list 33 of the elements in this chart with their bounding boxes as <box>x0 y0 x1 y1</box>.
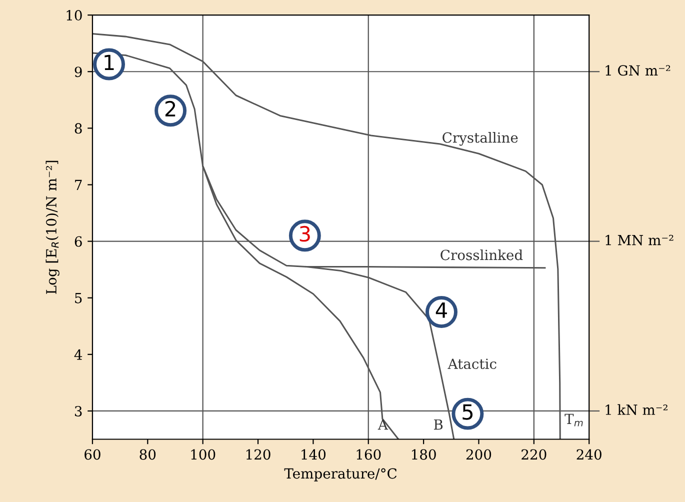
series-label: Crystalline <box>442 132 518 146</box>
x-tick-label: 80 <box>140 449 156 460</box>
y-tick-label: 7 <box>75 180 82 190</box>
annotation: 4 <box>436 302 447 318</box>
x-tick-label: 160 <box>356 449 381 460</box>
series-label: B <box>434 419 443 430</box>
ref-line-label: 1 kN m⁻² <box>606 404 668 415</box>
x-tick-label: 100 <box>191 449 216 460</box>
y-tick-label: 9 <box>74 66 82 78</box>
x-tick-label: 220 <box>522 449 546 460</box>
series-label: Crosslinked <box>440 249 523 260</box>
annotation: 3 <box>300 226 310 242</box>
x-tick-label: 120 <box>246 449 270 460</box>
annotation: Atactic <box>448 358 496 370</box>
annotation: 5 <box>462 404 473 420</box>
x-tick-label: 200 <box>466 449 492 460</box>
y-tick-label: 4 <box>74 349 82 360</box>
y-tick-label: 8 <box>74 123 82 134</box>
ref-line-label: 1 MN m⁻² <box>606 234 674 246</box>
annotation: 2 <box>165 100 176 116</box>
annotation: T$_{m}$ <box>564 414 583 426</box>
y-tick-label: 3 <box>74 406 82 416</box>
x-axis-title: Temperature/°C <box>284 468 397 482</box>
x-tick-label: 240 <box>576 449 602 460</box>
ref-line-label: 1 GN m⁻² <box>606 65 670 76</box>
annotation: 1 <box>104 54 114 70</box>
x-tick-label: 60 <box>84 449 100 460</box>
y-axis-title: Log [E$_{R}$(10)/N m⁻²] <box>46 160 60 294</box>
x-tick-label: 180 <box>412 449 436 460</box>
y-tick-label: 6 <box>74 236 82 247</box>
y-tick-label: 10 <box>66 10 82 21</box>
x-tick-label: 140 <box>302 449 326 460</box>
y-tick-label: 5 <box>75 293 82 304</box>
